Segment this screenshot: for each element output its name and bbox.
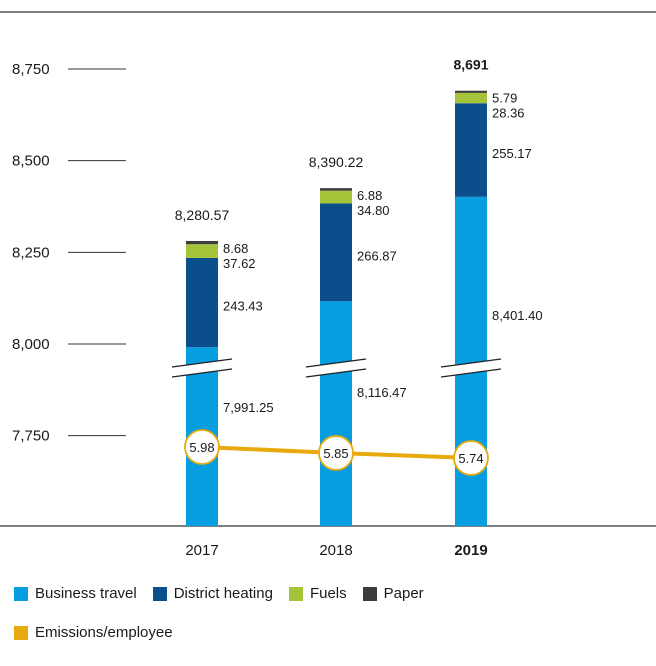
emissions-point <box>184 429 220 465</box>
y-tick-label: 7,750 <box>12 428 50 445</box>
emissions-value-label: 5.85 <box>323 446 348 461</box>
legend-fuels: Fuels <box>288 585 347 602</box>
x-tick-label: 2018 <box>319 542 352 559</box>
bar-paper <box>320 188 352 191</box>
y-tick-label: 8,000 <box>12 336 50 353</box>
legend-emissions: Emissions/employee <box>14 624 173 641</box>
emissions-value-label: 5.74 <box>458 451 483 466</box>
legend-row-2: Emissions/employee <box>14 624 189 641</box>
legend-row-1: Business travel District heating Fuels P… <box>14 585 440 602</box>
bars <box>186 90 487 526</box>
bar-fuels <box>455 92 487 104</box>
legend-swatch-business-travel <box>14 586 28 601</box>
label-fuels: 28.36 <box>492 106 525 121</box>
legend-label-emissions: Emissions/employee <box>35 624 173 641</box>
bar-fuels <box>186 244 218 258</box>
axis-break-line <box>305 358 367 368</box>
label-district-heating: 266.87 <box>357 248 397 263</box>
label-total: 8,691 <box>453 57 488 73</box>
axis-break-gap <box>307 359 365 377</box>
axis-breaks <box>171 358 502 378</box>
legend-paper: Paper <box>362 585 424 602</box>
label-total: 8,280.57 <box>175 207 230 223</box>
y-tick-label: 8,250 <box>12 244 50 261</box>
legend-label-fuels: Fuels <box>309 585 347 602</box>
x-tick-label: 2017 <box>185 542 218 559</box>
y-tick-label: 8,750 <box>12 61 50 78</box>
legend-swatch-fuels <box>288 586 303 601</box>
axis-break-gap <box>173 359 231 377</box>
emissions-line: 5.98 5.85 5.74 <box>184 429 489 476</box>
axis-break-line <box>171 368 233 378</box>
label-business-travel: 8,116.47 <box>357 385 407 400</box>
y-tick-label: 8,500 <box>12 153 50 170</box>
bar-paper <box>455 90 487 93</box>
legend-district-heating: District heating <box>152 585 273 602</box>
label-fuels: 37.62 <box>223 256 256 271</box>
x-axis-labels: 2017 2018 2019 <box>185 542 487 559</box>
axis-break-line <box>305 368 367 378</box>
emissions-value-label: 5.98 <box>189 440 214 455</box>
label-paper: 8.68 <box>223 241 248 256</box>
legend-business-travel: Business travel <box>14 585 137 602</box>
segment-labels: 7,991.25 243.43 37.628.68 8,280.57 8,116.47 2… <box>175 57 543 415</box>
label-business-travel: 7,991.25 <box>223 400 274 415</box>
emissions-point <box>318 435 354 471</box>
label-fuels: 34.80 <box>357 203 390 218</box>
bar-paper <box>186 240 218 245</box>
bar-fuels <box>320 190 352 204</box>
legend-label-paper: Paper <box>383 585 424 602</box>
label-district-heating: 243.43 <box>223 299 263 314</box>
axis-break-line <box>171 358 233 368</box>
axis-break-line <box>440 358 502 368</box>
legend-label-district-heating: District heating <box>173 585 273 602</box>
label-total: 8,390.22 <box>309 154 364 170</box>
label-district-heating: 255.17 <box>492 146 532 161</box>
x-tick-label: 2019 <box>454 542 487 559</box>
legend-swatch-emissions <box>14 625 28 640</box>
label-paper: 6.88 <box>357 188 382 203</box>
legend-label-business-travel: Business travel <box>35 585 137 602</box>
bar-district-heating <box>455 103 487 197</box>
label-business-travel: 8,401.40 <box>492 308 543 323</box>
emissions-point <box>453 440 489 476</box>
legend-swatch-paper <box>362 586 377 601</box>
axis-break-line <box>440 368 502 378</box>
bar-district-heating <box>320 203 352 302</box>
label-paper: 5.79 <box>492 91 517 106</box>
bar-business-travel <box>320 301 352 526</box>
y-axis: 8,750 8,500 8,250 8,000 7,750 <box>12 61 126 445</box>
axis-break-gap <box>442 359 500 377</box>
bar-district-heating <box>186 257 218 348</box>
legend-swatch-district-heating <box>152 586 167 601</box>
